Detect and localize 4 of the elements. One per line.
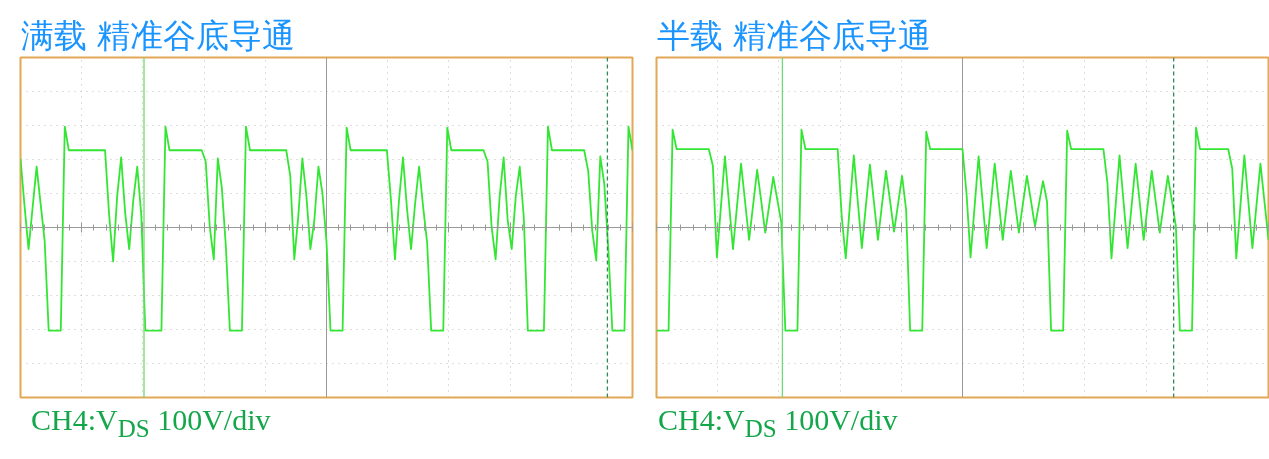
text: CH4:V$_{DS}$ 100V/div [31,403,271,444]
chart-title: 满载 精准谷底导通 [20,16,295,55]
chart-title: 半载 精准谷底导通 [656,16,931,55]
text: CH4:V$_{DS}$ 100V/div [658,403,898,444]
